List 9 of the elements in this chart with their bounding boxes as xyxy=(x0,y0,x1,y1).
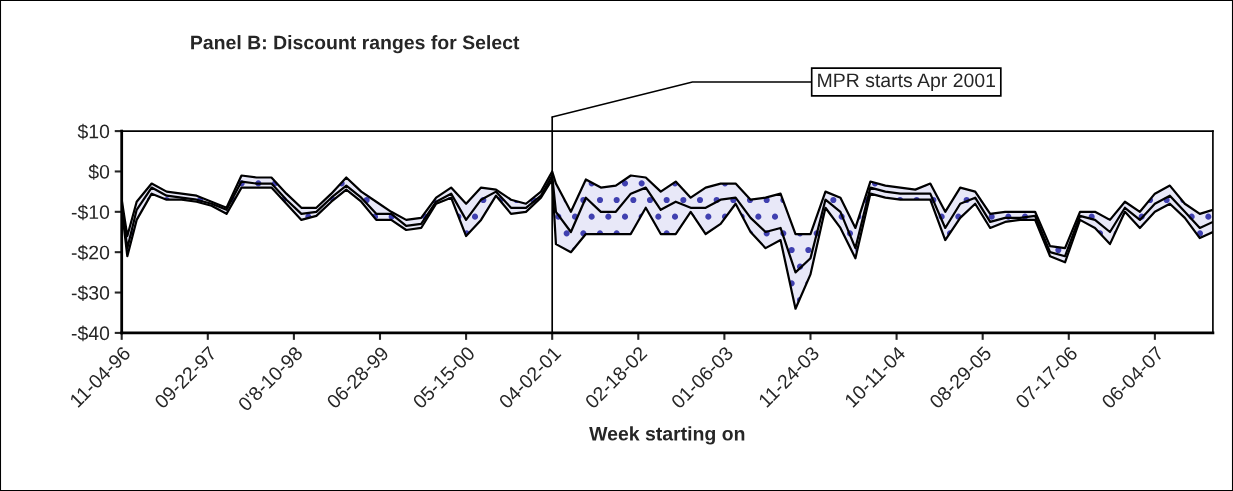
y-tick-label: -$10 xyxy=(71,204,110,221)
y-tick-label: -$40 xyxy=(71,325,110,342)
y-tick-label: $10 xyxy=(77,123,110,140)
x-axis-title: Week starting on xyxy=(589,426,745,445)
y-tick-label: $0 xyxy=(88,164,110,180)
y-tick-label: -$20 xyxy=(71,244,110,261)
chart-title: Panel B: Discount ranges for Select xyxy=(191,35,520,54)
y-tick-label: -$30 xyxy=(71,285,110,301)
ref-line-label: MPR starts Apr 2001 xyxy=(818,73,996,92)
